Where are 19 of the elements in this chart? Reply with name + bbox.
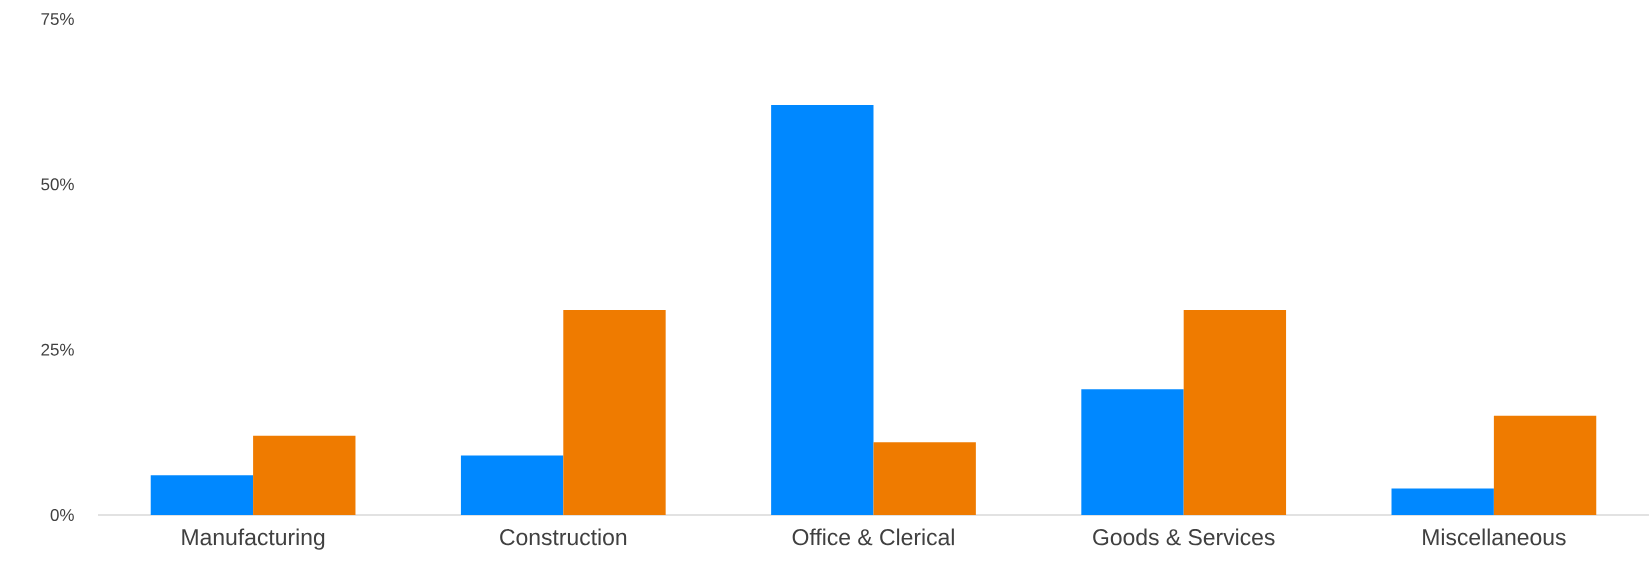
bar	[1493, 415, 1597, 515]
bar	[873, 442, 976, 515]
bar	[1183, 309, 1287, 515]
y-tick-label: 50%	[41, 178, 74, 191]
y-tick-label: 25%	[41, 343, 74, 356]
bar	[150, 475, 254, 515]
bar	[1391, 488, 1494, 515]
bar	[460, 455, 564, 515]
x-tick-label: Goods & Services	[1093, 528, 1275, 546]
y-tick-label: 0%	[50, 509, 74, 521]
bar	[253, 435, 356, 515]
y-tick-label: 75%	[41, 13, 74, 25]
x-tick-label: Construction	[500, 528, 627, 546]
bar	[563, 309, 666, 515]
x-tick-label: Office & Clerical	[792, 528, 954, 546]
bar	[1081, 389, 1184, 515]
bar	[771, 104, 874, 515]
x-tick-label: Miscellaneous	[1423, 528, 1566, 546]
x-tick-label: Manufacturing	[182, 528, 325, 550]
